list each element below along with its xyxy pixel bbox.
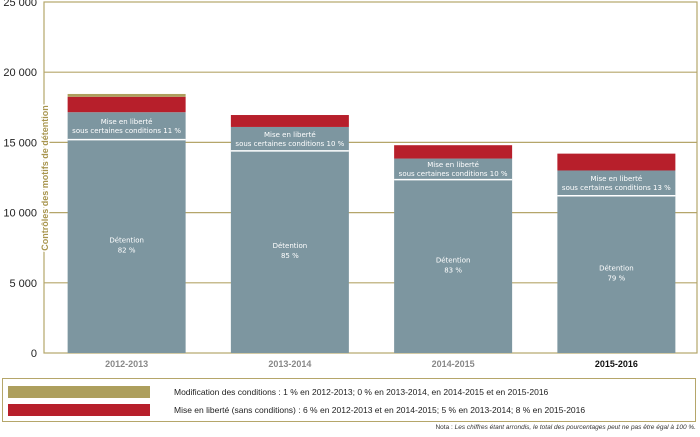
- bar-value-mise-en-liberte: sous certaines conditions 11 %: [72, 127, 181, 135]
- legend-label: Mise en liberté (sans conditions) : 6 % …: [174, 405, 586, 415]
- bar-segment-detention-2014-2015: [394, 179, 513, 353]
- y-tick-label: 20 000: [3, 67, 37, 79]
- bar-segment-mise-en-liberte-2012-2013: [67, 96, 186, 113]
- bar-value-mise-en-liberte: sous certaines conditions 13 %: [562, 184, 671, 192]
- bar-label-mise-en-liberte: Mise en liberté: [264, 131, 316, 139]
- legend: Modification des conditions : 1 % en 201…: [2, 378, 696, 422]
- note-label: Nota :: [435, 424, 453, 431]
- x-tick-label: 2012-2013: [105, 359, 148, 369]
- footnote: Nota : Les chiffres étant arrondis, le t…: [435, 424, 696, 431]
- bar-segment-detention-2015-2016: [557, 195, 676, 353]
- bar-segment-mise-en-liberte-conditions-2012-2013: [67, 112, 186, 140]
- bar-segment-mise-en-liberte-conditions-2013-2014: [230, 126, 349, 151]
- y-tick-label: 15 000: [3, 137, 37, 149]
- legend-item-modification: Modification des conditions : 1 % en 201…: [8, 385, 548, 399]
- bar-label-mise-en-liberte: Mise en liberté: [427, 161, 479, 169]
- bar-label-mise-en-liberte: Mise en liberté: [101, 118, 153, 126]
- x-tick-label: 2013-2014: [268, 359, 311, 369]
- bar-value-mise-en-liberte: sous certaines conditions 10 %: [399, 170, 508, 178]
- bar-value-detention: 82 %: [118, 246, 136, 254]
- y-tick-label: 10 000: [3, 208, 37, 220]
- legend-label: Modification des conditions : 1 % en 201…: [174, 387, 549, 397]
- bar-segment-mise-en-liberte-2013-2014: [230, 115, 349, 127]
- legend-swatch-modification: [8, 386, 150, 398]
- legend-swatch-mise-en-liberte: [8, 404, 150, 416]
- y-axis-label: Contrôles des motifs de détention: [40, 105, 50, 251]
- bar-value-detention: 83 %: [444, 266, 462, 274]
- plot-frame: [43, 1, 698, 354]
- bar-segment-mise-en-liberte-2015-2016: [557, 153, 676, 171]
- note-text: Les chiffres étant arrondis, le total de…: [454, 424, 696, 431]
- x-tick-label: 2014-2015: [432, 359, 475, 369]
- bar-segment-detention-2013-2014: [230, 150, 349, 353]
- y-tick-label: 25 000: [3, 0, 37, 9]
- stacked-bar-chart: 0 5 000 10 000 15 000 20 000 25 000 Contrôles …: [3, 0, 698, 369]
- bar-label-detention: Détention: [436, 256, 471, 264]
- bar-segment-mise-en-liberte-2014-2015: [394, 145, 513, 159]
- y-tick-label: 5 000: [9, 278, 37, 290]
- legend-item-mise-en-liberte: Mise en liberté (sans conditions) : 6 % …: [8, 403, 585, 417]
- bar-segment-mise-en-liberte-conditions-2014-2015: [394, 158, 513, 180]
- x-tick-label: 2015-2016: [595, 359, 638, 369]
- bar-segment-mise-en-liberte-conditions-2015-2016: [557, 170, 676, 196]
- bar-segment-detention-2012-2013: [67, 139, 186, 353]
- bar-segment-modification-2012-2013: [67, 93, 186, 97]
- bar-value-mise-en-liberte: sous certaines conditions 10 %: [235, 140, 344, 148]
- bar-value-detention: 85 %: [281, 252, 299, 260]
- bar-label-mise-en-liberte: Mise en liberté: [591, 175, 643, 183]
- bar-label-detention: Détention: [599, 264, 634, 272]
- bar-label-detention: Détention: [273, 242, 308, 250]
- bar-label-detention: Détention: [109, 236, 144, 244]
- bar-value-detention: 79 %: [607, 274, 625, 282]
- y-tick-label: 0: [31, 348, 37, 360]
